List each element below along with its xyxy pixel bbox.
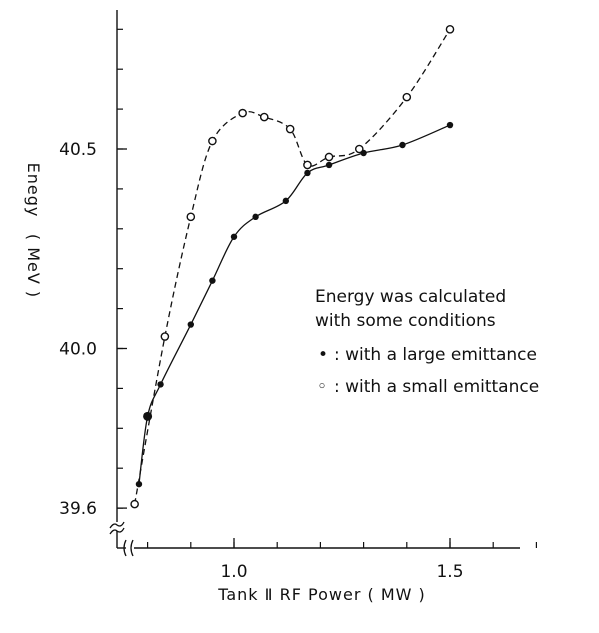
x-axis-break-mark-left — [123, 539, 127, 557]
annotation: Energy was calculated with some conditio… — [315, 287, 539, 397]
data-point-small-emittance — [303, 160, 312, 170]
data-point-large-emittance — [143, 411, 153, 421]
y-axis-label-name: Enegy — [24, 163, 43, 218]
annotation-line-2: with some conditions — [315, 311, 496, 331]
x-axis-label: Tank Ⅱ RF Power ( MW ) — [217, 585, 426, 604]
series-line-small-emittance — [134, 28, 451, 505]
data-point-large-emittance — [446, 121, 454, 129]
data-point-large-emittance — [325, 161, 333, 169]
data-point-large-emittance — [209, 277, 216, 284]
x-tick-label: 1.5 — [436, 562, 463, 582]
annotation-line-1: Energy was calculated — [315, 287, 506, 307]
legend-text-small: : with a small emittance — [334, 377, 539, 397]
data-point-small-emittance — [402, 92, 412, 102]
y-axis-label: Enegy ( MeV ) — [24, 163, 43, 298]
legend-text-large: : with a large emittance — [334, 345, 537, 365]
data-point-large-emittance — [187, 321, 194, 328]
data-point-small-emittance — [259, 112, 269, 122]
data-point-small-emittance — [354, 144, 364, 154]
data-point-large-emittance — [282, 197, 290, 205]
y-axis-label-unit: ( MeV ) — [24, 234, 43, 298]
data-point-small-emittance — [238, 108, 247, 118]
data-point-large-emittance — [304, 169, 311, 177]
y-axis-break-mark-lower — [109, 527, 125, 535]
data-point-small-emittance — [285, 124, 295, 134]
axes — [109, 10, 520, 557]
data-point-small-emittance — [208, 136, 217, 146]
y-tick-label: 39.6 — [59, 499, 97, 519]
data-point-small-emittance — [186, 212, 196, 222]
data-point-large-emittance — [230, 233, 238, 240]
ticks: 39.6 40.0 40.5 1.0 1.5 — [59, 28, 538, 582]
y-tick-label: 40.0 — [59, 340, 97, 360]
data-point-large-emittance — [135, 480, 143, 488]
data-point-large-emittance — [252, 213, 259, 221]
y-tick-label: 40.5 — [59, 140, 97, 160]
series — [130, 24, 455, 509]
legend-large-emittance: • : with a large emittance — [318, 345, 537, 365]
y-axis-break-mark-upper — [109, 521, 125, 529]
legend-small-emittance: ◦ : with a small emittance — [317, 377, 539, 397]
data-point-large-emittance — [399, 141, 406, 149]
x-axis-break-mark-right — [130, 539, 134, 557]
legend-symbol-small: ◦ — [317, 377, 327, 397]
data-point-small-emittance — [160, 332, 170, 341]
legend-symbol-large: • — [318, 345, 328, 365]
data-point-large-emittance — [157, 381, 164, 388]
data-point-small-emittance — [130, 499, 139, 509]
x-tick-label: 1.0 — [220, 562, 247, 582]
data-point-small-emittance — [324, 152, 334, 162]
data-point-small-emittance — [445, 24, 455, 34]
